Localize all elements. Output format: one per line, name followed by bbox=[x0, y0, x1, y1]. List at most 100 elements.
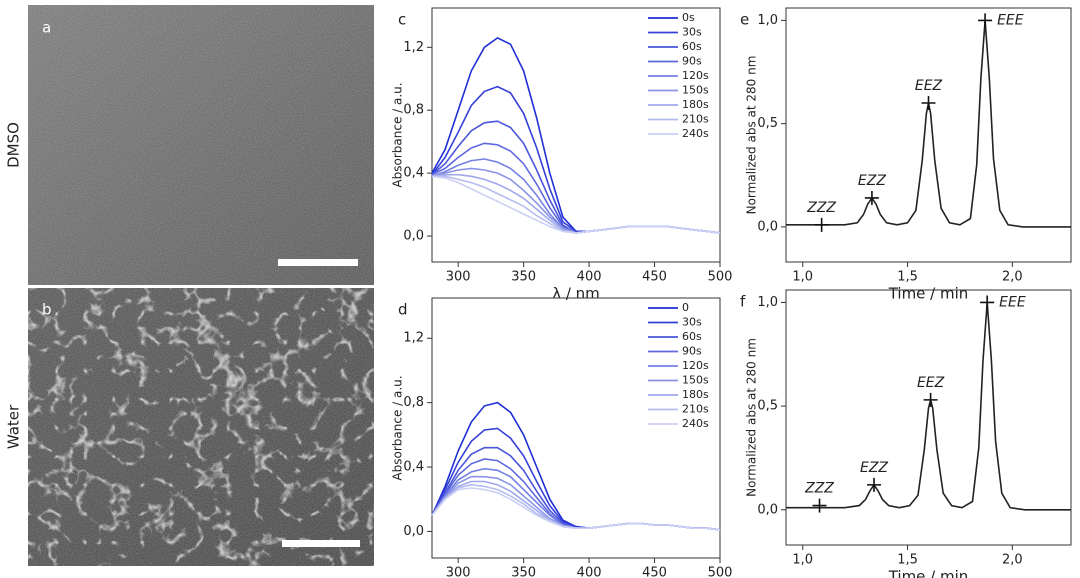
peak-label: EZZ bbox=[860, 460, 888, 476]
y-tick-label: 0,0 bbox=[403, 229, 424, 244]
y-tick-label: 0,5 bbox=[757, 116, 778, 131]
x-axis-label: Time / min bbox=[888, 285, 969, 303]
peak-label: EZZ bbox=[858, 173, 886, 189]
y-tick-label: 0,0 bbox=[757, 219, 778, 234]
legend-label: 150s bbox=[682, 84, 709, 97]
series-line bbox=[431, 401, 721, 531]
y-tick-label: 1,0 bbox=[757, 13, 778, 28]
legend-label: 60s bbox=[682, 40, 702, 53]
y-tick-label: 1,2 bbox=[403, 331, 424, 346]
peak-label: EEZ bbox=[917, 375, 945, 391]
peak-label: ZZZ bbox=[806, 200, 836, 216]
peak-label: EEE bbox=[999, 294, 1026, 310]
x-tick-label: 400 bbox=[577, 566, 602, 578]
x-tick-label: 450 bbox=[642, 566, 667, 578]
legend-label: 120s bbox=[682, 69, 709, 82]
micrograph-noise bbox=[28, 5, 374, 285]
legend-label: 90s bbox=[682, 345, 702, 358]
y-tick-label: 1,2 bbox=[403, 40, 424, 55]
scale-bar bbox=[278, 259, 358, 266]
legend-label: 210s bbox=[682, 113, 709, 126]
plot-frame bbox=[785, 7, 1072, 263]
legend-label: 120s bbox=[682, 359, 709, 372]
series-line bbox=[786, 302, 1071, 511]
peak-marker bbox=[921, 95, 936, 110]
y-tick-label: 0,0 bbox=[403, 524, 424, 539]
x-tick-label: 400 bbox=[577, 270, 602, 285]
x-axis-label: Time / min bbox=[888, 568, 969, 578]
panel-label: e bbox=[740, 11, 749, 29]
peak-label: EEZ bbox=[915, 78, 943, 94]
peak-marker bbox=[867, 477, 882, 492]
series-line bbox=[431, 458, 721, 531]
x-tick-label: 1,5 bbox=[897, 553, 918, 568]
peak-marker bbox=[864, 190, 879, 205]
legend-label: 240s bbox=[682, 127, 709, 140]
peak-marker bbox=[980, 295, 995, 310]
legend-label: 90s bbox=[682, 55, 702, 68]
plot-frame bbox=[431, 297, 721, 559]
legend-label: 240s bbox=[682, 417, 709, 430]
legend-label: 0s bbox=[682, 11, 695, 24]
panel-label: a bbox=[42, 19, 51, 37]
x-axis-label: λ / nm bbox=[552, 285, 600, 303]
x-tick-label: 1,5 bbox=[897, 270, 918, 285]
y-tick-label: 0,8 bbox=[403, 395, 424, 410]
peak-marker bbox=[978, 13, 993, 28]
series-line bbox=[431, 175, 721, 234]
panel-label: c bbox=[398, 11, 406, 29]
peak-label: EEE bbox=[997, 12, 1024, 28]
series-line bbox=[431, 467, 721, 531]
x-tick-label: 2,0 bbox=[1002, 270, 1023, 285]
legend-label: 30s bbox=[682, 316, 702, 329]
y-tick-label: 1,0 bbox=[757, 295, 778, 310]
series-line bbox=[431, 167, 721, 234]
panel-label: f bbox=[740, 293, 746, 311]
micrograph-noise bbox=[28, 288, 374, 566]
x-tick-label: 1,0 bbox=[792, 553, 813, 568]
legend-label: 60s bbox=[682, 330, 702, 343]
peak-marker bbox=[812, 498, 827, 513]
series-line bbox=[432, 175, 721, 234]
peak-marker bbox=[923, 392, 938, 407]
y-tick-label: 0,8 bbox=[403, 103, 424, 118]
x-tick-label: 450 bbox=[642, 270, 667, 285]
x-tick-label: 2,0 bbox=[1002, 553, 1023, 568]
legend-label: 0 bbox=[682, 301, 689, 314]
x-tick-label: 500 bbox=[708, 270, 733, 285]
series-line bbox=[431, 142, 721, 234]
legend-label: 30s bbox=[682, 26, 702, 39]
x-tick-label: 1,0 bbox=[792, 270, 813, 285]
series-line bbox=[431, 483, 721, 531]
panel-label: d bbox=[398, 301, 408, 319]
legend-label: 210s bbox=[682, 403, 709, 416]
peak-marker bbox=[814, 217, 829, 232]
condition-label: Water bbox=[5, 404, 23, 449]
x-tick-label: 500 bbox=[708, 566, 733, 578]
x-tick-label: 350 bbox=[511, 566, 536, 578]
scale-bar bbox=[282, 540, 360, 547]
series-line bbox=[431, 427, 721, 531]
legend-label: 180s bbox=[682, 98, 709, 111]
legend-label: 150s bbox=[682, 374, 709, 387]
y-axis-label: Normalized abs at 280 nm bbox=[745, 338, 759, 497]
series-line bbox=[786, 20, 1071, 228]
panel-label: b bbox=[42, 301, 52, 319]
x-tick-label: 300 bbox=[446, 270, 471, 285]
plot-frame bbox=[431, 7, 721, 263]
series-line bbox=[431, 487, 721, 531]
x-tick-label: 350 bbox=[511, 270, 536, 285]
y-tick-label: 0,4 bbox=[403, 166, 424, 181]
y-axis-label: Absorbance / a.u. bbox=[391, 82, 405, 187]
legend-label: 180s bbox=[682, 388, 709, 401]
y-axis-label: Normalized abs at 280 nm bbox=[745, 56, 759, 215]
plot-frame bbox=[785, 289, 1072, 546]
y-tick-label: 0,4 bbox=[403, 460, 424, 475]
series-line bbox=[431, 36, 721, 234]
condition-label: DMSO bbox=[5, 122, 23, 168]
x-tick-label: 300 bbox=[446, 566, 471, 578]
peak-label: ZZZ bbox=[804, 481, 834, 497]
series-line bbox=[431, 158, 721, 234]
